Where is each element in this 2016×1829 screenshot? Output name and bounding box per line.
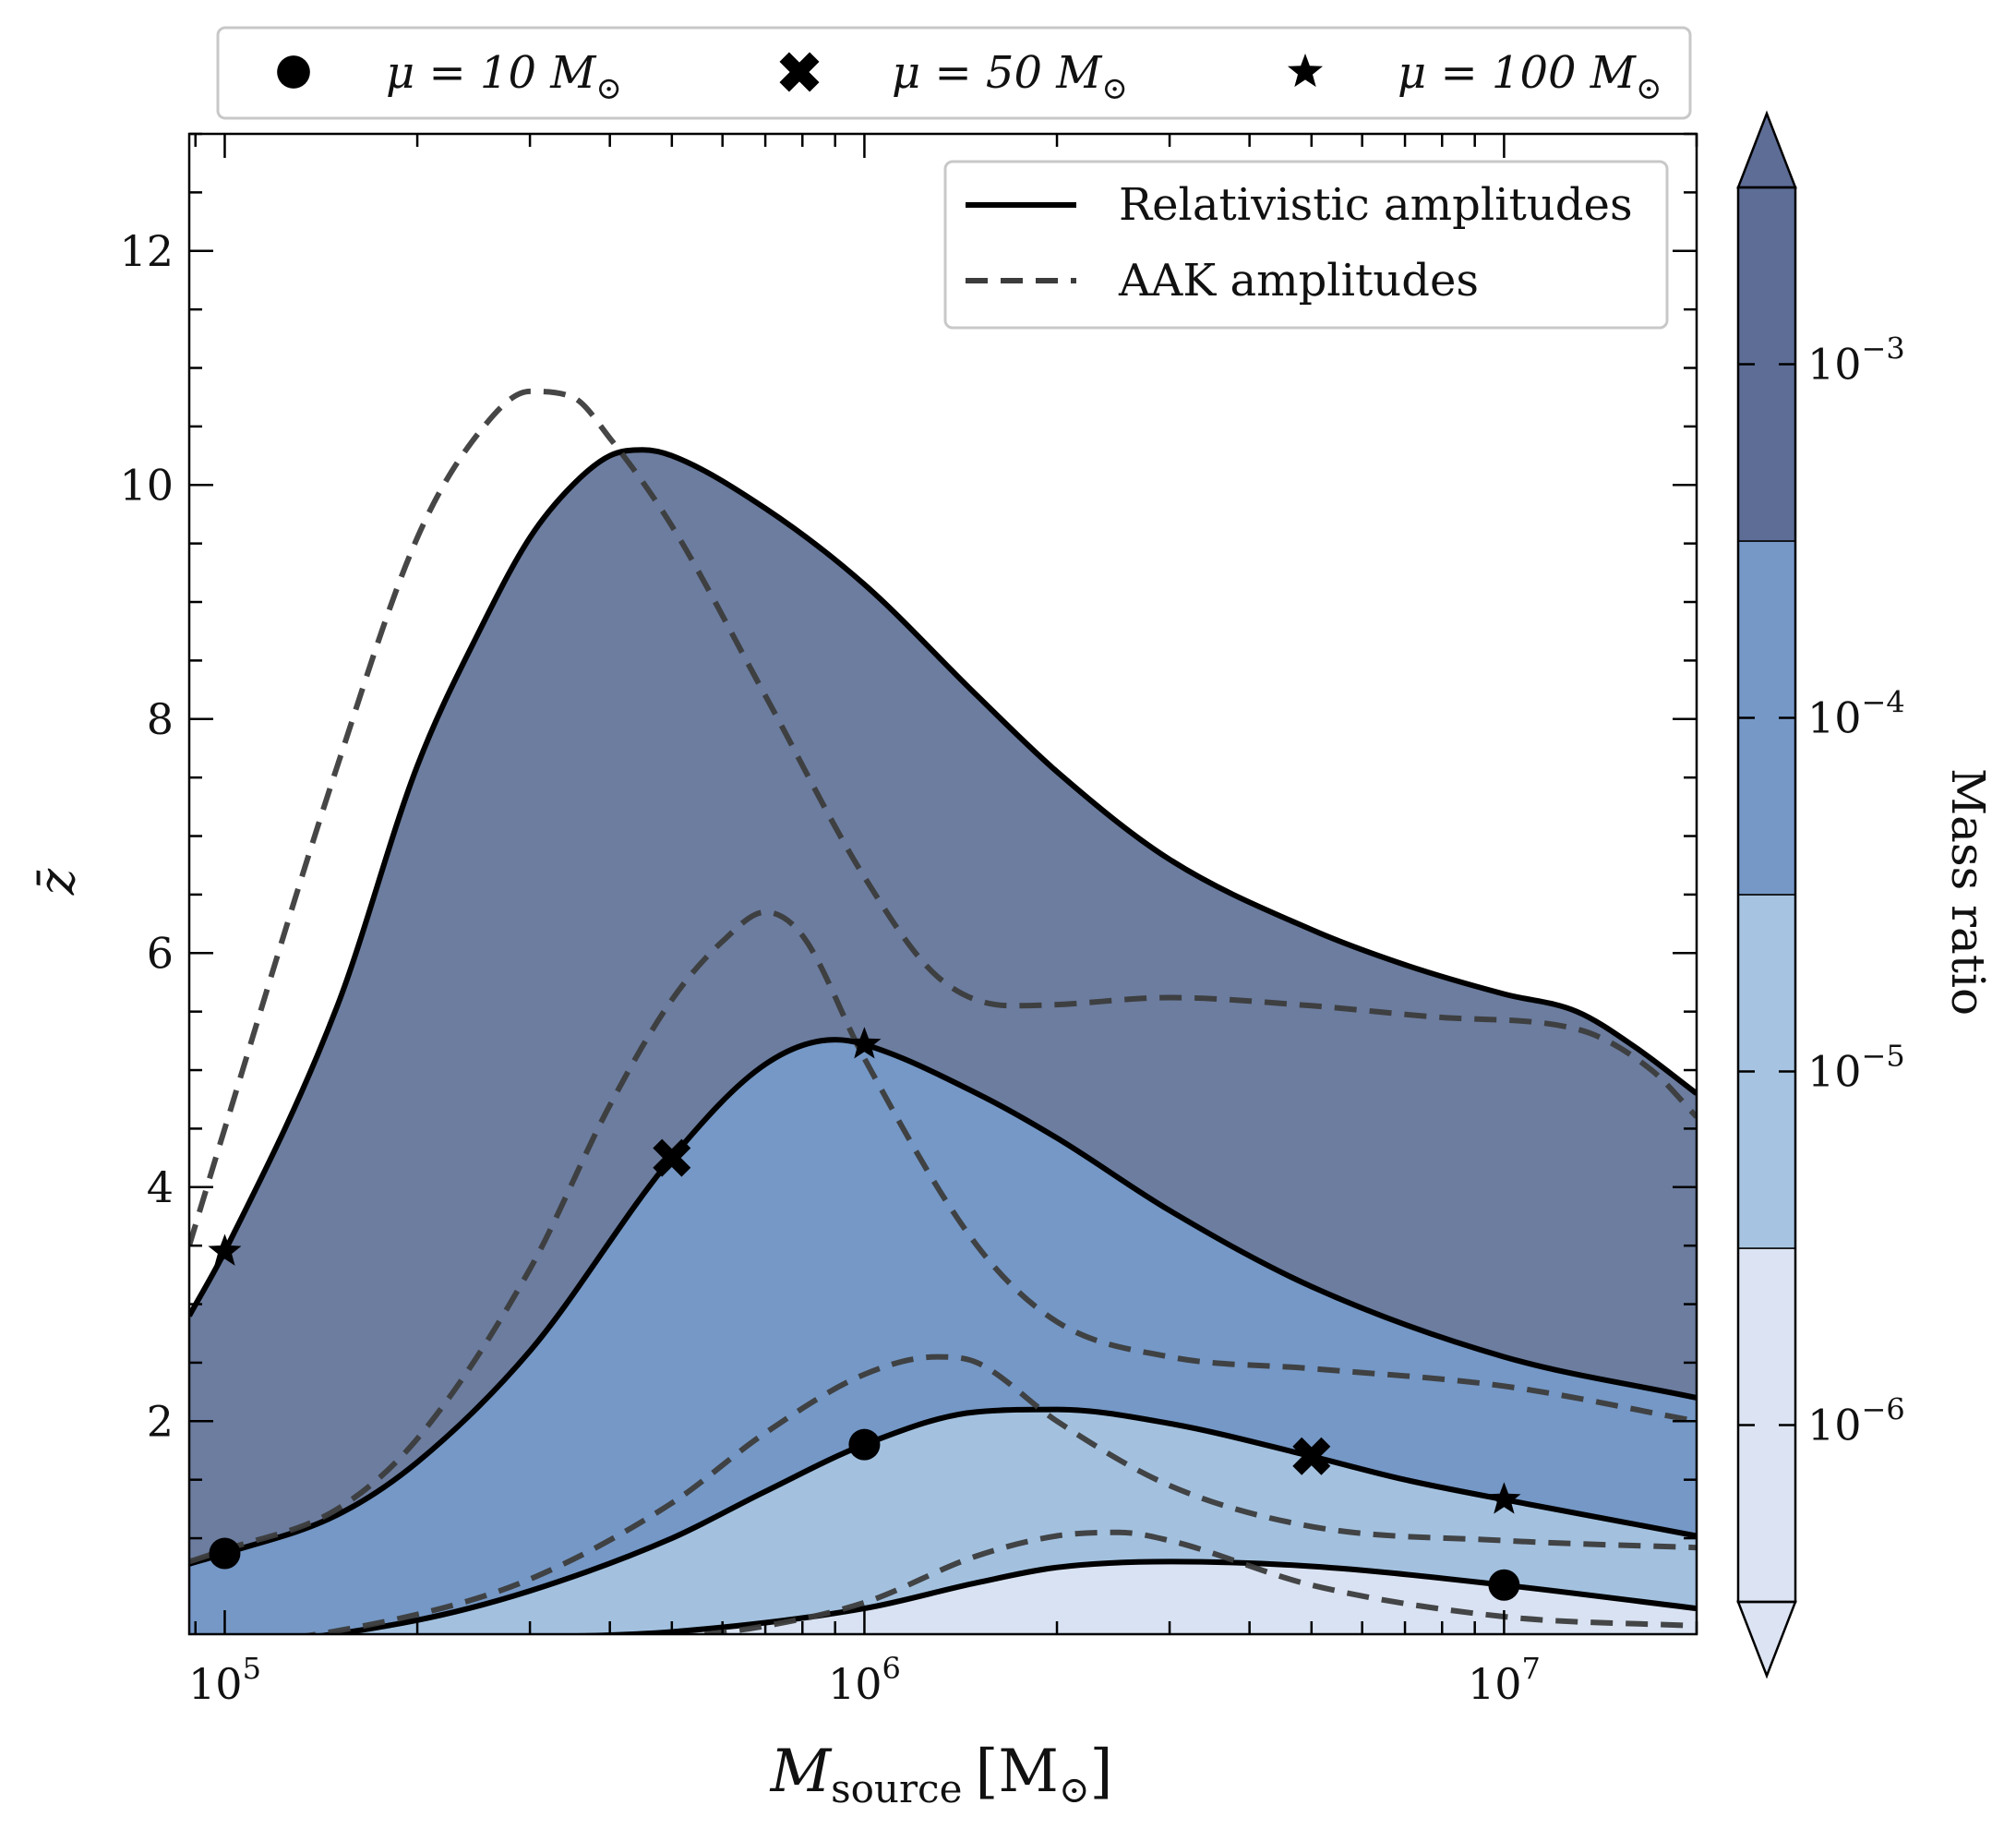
relativistic-curve-1e-4 — [189, 1037, 1697, 1567]
aak-curve-1e-6 — [678, 1529, 1697, 1634]
line-legend-frame — [943, 160, 1669, 330]
colorbar-tick-base: 10 — [1807, 1401, 1862, 1450]
colorbar-tick-label: 10−3 — [1807, 331, 1905, 390]
data-markers — [208, 1027, 1521, 1601]
x-tick-label: 106 — [828, 1651, 901, 1709]
marker-circle — [848, 1428, 881, 1461]
colorbar-label: Mass ratio — [1941, 768, 1995, 1016]
colorbar-tick-exp: −4 — [1862, 685, 1905, 720]
colorbar: 10−610−510−410−3 — [1736, 110, 1905, 1679]
x-axis-title: Msource [M⊙] — [770, 1738, 1113, 1811]
y-tick-label: 8 — [147, 694, 174, 744]
plot-frame — [187, 132, 1698, 1636]
x-tick-base: 10 — [188, 1659, 243, 1709]
legend-label-main: μ = 100 M — [1398, 47, 1638, 99]
relativistic-curve-1e-6 — [548, 1558, 1697, 1634]
legend-marker-star — [1288, 54, 1323, 88]
x-tick-label: 107 — [1468, 1651, 1541, 1709]
x-tick-exp: 6 — [882, 1651, 901, 1686]
x-tick-label: 105 — [188, 1651, 261, 1709]
y-tick-label: 10 — [119, 460, 174, 510]
aak-curve-1e-3 — [189, 388, 1697, 1247]
legend-label-main: μ = 10 M — [386, 47, 597, 99]
legend-label-sub: ⊙ — [595, 70, 622, 107]
colorbar-tick-label: 10−6 — [1807, 1392, 1905, 1450]
x-tick-exp: 5 — [243, 1651, 261, 1686]
colorbar-extend-over — [1736, 110, 1797, 189]
legend-label-circle: μ = 10 M⊙ — [386, 47, 622, 107]
marker-legend-frame — [216, 26, 1692, 120]
legend-label-star: μ = 100 M⊙ — [1398, 47, 1662, 107]
x-tick-base: 10 — [828, 1659, 882, 1709]
legend-label-dashed: AAK amplitudes — [1118, 255, 1479, 307]
marker-legend: μ = 10 M⊙ μ = 50 M⊙ μ = 100 M⊙ — [216, 26, 1692, 120]
marker-cross — [1292, 1437, 1331, 1475]
y-tick-label: 6 — [147, 928, 174, 978]
marker-circle — [1488, 1569, 1520, 1601]
relativistic-curve-1e-3 — [189, 447, 1697, 1318]
legend-label-sub: ⊙ — [1101, 70, 1128, 107]
colorbar-frame — [1736, 186, 1797, 1604]
legend-marker-cross — [779, 52, 820, 92]
colorbar-tick-label: 10−4 — [1807, 685, 1905, 743]
region-fills — [189, 450, 1697, 1634]
y-tick-label: 12 — [119, 226, 174, 276]
marker-star — [847, 1027, 882, 1059]
x-axis-title-unit-sub: ⊙ — [1059, 1769, 1090, 1811]
x-axis-title-unit-open: [M — [975, 1738, 1059, 1806]
marker-circle — [209, 1537, 241, 1570]
line-legend: Relativistic amplitudes AAK amplitudes — [943, 160, 1669, 330]
x-axis-title-main: M — [770, 1738, 833, 1806]
colorbar-tick-exp: −6 — [1862, 1392, 1905, 1427]
marker-cross — [653, 1138, 691, 1177]
marker-star — [1487, 1482, 1521, 1514]
curve-lines — [189, 388, 1697, 1634]
relativistic-curve-1e-5 — [313, 1406, 1697, 1634]
colorbar-tick-exp: −5 — [1862, 1039, 1905, 1074]
legend-label-sub: ⊙ — [1636, 70, 1662, 107]
colorbar-tick-base: 10 — [1807, 1047, 1862, 1097]
x-tick-base: 10 — [1468, 1659, 1522, 1709]
aak-curve-1e-4 — [189, 908, 1697, 1565]
colorbar-tick-label: 10−5 — [1807, 1039, 1905, 1097]
y-tick-label: 2 — [147, 1396, 174, 1446]
legend-marker-circle — [277, 55, 310, 89]
colorbar-tick-base: 10 — [1807, 693, 1862, 743]
legend-label-solid: Relativistic amplitudes — [1119, 179, 1633, 231]
marker-star — [208, 1233, 242, 1266]
x-axis-title-unit-close: ] — [1089, 1738, 1112, 1806]
legend-label-cross: μ = 50 M⊙ — [892, 47, 1128, 107]
colorbar-extend-under — [1736, 1600, 1797, 1679]
y-axis-title: z̄ — [28, 868, 86, 896]
x-axis-title-sub: source — [831, 1766, 962, 1811]
aak-curve-1e-5 — [299, 1354, 1697, 1634]
colorbar-tick-exp: −3 — [1862, 331, 1905, 367]
y-tick-label: 4 — [147, 1162, 174, 1212]
colorbar-tick-base: 10 — [1807, 340, 1862, 390]
legend-label-main: μ = 50 M — [892, 47, 1103, 99]
x-tick-exp: 7 — [1521, 1651, 1540, 1686]
axis-ticks — [189, 132, 1698, 1634]
